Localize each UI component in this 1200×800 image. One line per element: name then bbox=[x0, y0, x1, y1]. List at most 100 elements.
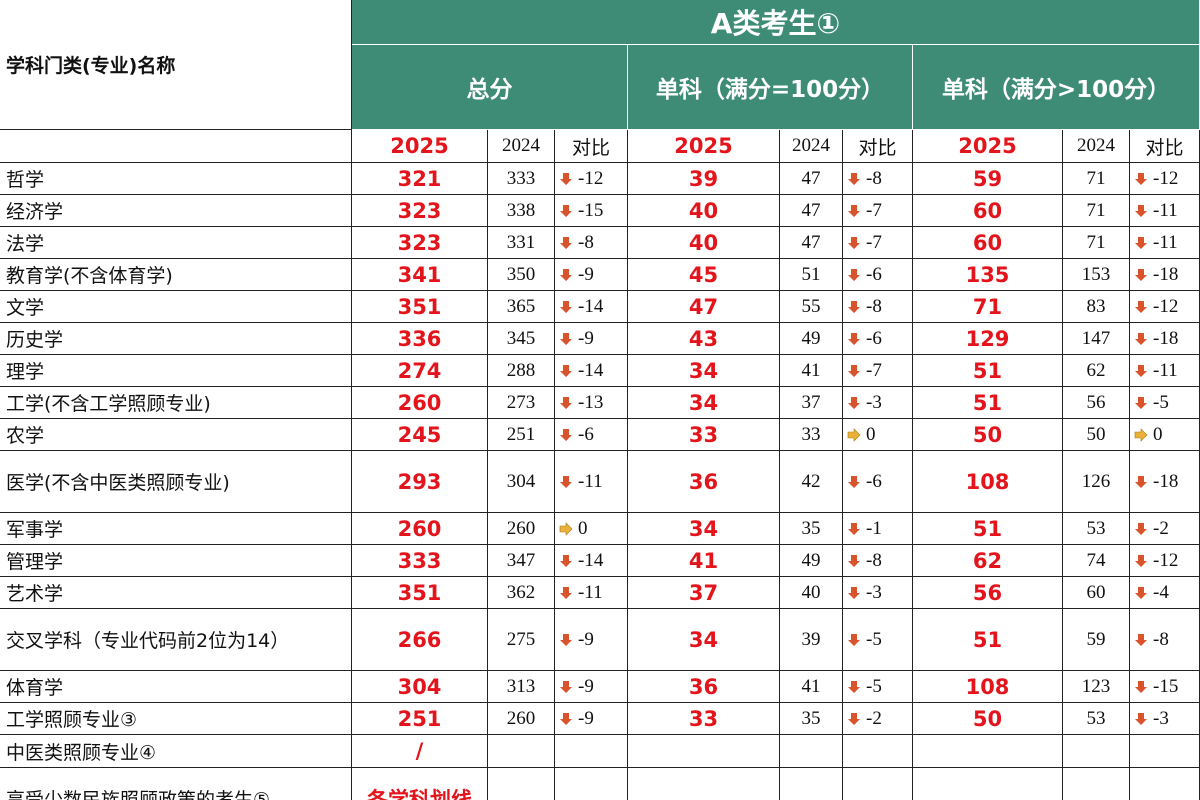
subject-name: 教育学(不含体育学) bbox=[0, 259, 352, 291]
score-change: -11 bbox=[1130, 227, 1200, 259]
score-2025: 36 bbox=[628, 671, 780, 703]
score-2025: 108 bbox=[913, 671, 1063, 703]
change-value: -11 bbox=[578, 470, 603, 492]
score-2025: 50 bbox=[913, 419, 1063, 451]
score-2024: 71 bbox=[1063, 163, 1130, 195]
empty-cell bbox=[1130, 768, 1200, 800]
change-value: -9 bbox=[578, 675, 594, 697]
change-value: -6 bbox=[866, 470, 882, 492]
score-2024: 71 bbox=[1063, 195, 1130, 227]
trend-arrow bbox=[560, 475, 572, 488]
score-2025: 51 bbox=[913, 355, 1063, 387]
score-2024: 33 bbox=[780, 419, 843, 451]
score-change: -14 bbox=[555, 355, 628, 387]
score-change: -2 bbox=[843, 703, 913, 735]
trend-arrow bbox=[560, 364, 572, 377]
change-value: -14 bbox=[578, 359, 604, 381]
score-change: -2 bbox=[1130, 513, 1200, 545]
score-2025: 33 bbox=[628, 419, 780, 451]
score-2024: 60 bbox=[1063, 577, 1130, 609]
score-2025: 266 bbox=[352, 609, 488, 671]
score-2025: 129 bbox=[913, 323, 1063, 355]
trend-arrow bbox=[848, 268, 860, 281]
trend-arrow bbox=[1135, 522, 1147, 535]
empty-cell bbox=[843, 735, 913, 768]
empty-cell bbox=[843, 768, 913, 800]
score-change: -3 bbox=[843, 577, 913, 609]
score-2025: 60 bbox=[913, 195, 1063, 227]
trend-arrow bbox=[1134, 427, 1148, 442]
score-2024: 40 bbox=[780, 577, 843, 609]
score-2025: 34 bbox=[628, 387, 780, 419]
trend-arrow bbox=[559, 521, 573, 536]
empty-cell bbox=[555, 768, 628, 800]
subject-name: 医学(不含中医类照顾专业) bbox=[0, 451, 352, 513]
change-value: -15 bbox=[1153, 675, 1179, 697]
trend-arrow bbox=[848, 300, 860, 313]
trend-arrow bbox=[1135, 204, 1147, 217]
score-change: -12 bbox=[1130, 545, 1200, 577]
score-2024: 47 bbox=[780, 195, 843, 227]
trend-arrow bbox=[848, 364, 860, 377]
subject-name: 体育学 bbox=[0, 671, 352, 703]
trend-arrow bbox=[560, 712, 572, 725]
score-change: -12 bbox=[555, 163, 628, 195]
score-2024: 39 bbox=[780, 609, 843, 671]
score-2024: 56 bbox=[1063, 387, 1130, 419]
score-2024: 362 bbox=[488, 577, 555, 609]
change-value: -9 bbox=[578, 628, 594, 650]
score-2024: 35 bbox=[780, 513, 843, 545]
score-2025: 341 bbox=[352, 259, 488, 291]
subject-name: 军事学 bbox=[0, 513, 352, 545]
change-value: -8 bbox=[866, 295, 882, 317]
subcolumn-header: 2024 bbox=[488, 130, 555, 163]
change-value: -11 bbox=[1153, 359, 1178, 381]
score-change: -9 bbox=[555, 671, 628, 703]
change-value: -18 bbox=[1153, 470, 1179, 492]
trend-arrow bbox=[1135, 396, 1147, 409]
score-2024: 350 bbox=[488, 259, 555, 291]
score-change: -15 bbox=[555, 195, 628, 227]
trend-arrow bbox=[1135, 268, 1147, 281]
score-2024: 51 bbox=[780, 259, 843, 291]
trend-arrow bbox=[560, 236, 572, 249]
score-change: -14 bbox=[555, 291, 628, 323]
score-2025: 251 bbox=[352, 703, 488, 735]
empty-cell bbox=[1063, 768, 1130, 800]
score-change: -7 bbox=[843, 355, 913, 387]
score-2025: 321 bbox=[352, 163, 488, 195]
score-change: -5 bbox=[1130, 387, 1200, 419]
score-2024: 338 bbox=[488, 195, 555, 227]
score-change: -8 bbox=[843, 545, 913, 577]
change-value: -2 bbox=[866, 707, 882, 729]
trend-arrow bbox=[560, 633, 572, 646]
trend-arrow bbox=[848, 236, 860, 249]
change-value: -1 bbox=[866, 517, 882, 539]
score-2024: 35 bbox=[780, 703, 843, 735]
subcolumn-header: 2025 bbox=[913, 130, 1063, 163]
score-change: -8 bbox=[1130, 609, 1200, 671]
score-change: -3 bbox=[1130, 703, 1200, 735]
score-change: -18 bbox=[1130, 323, 1200, 355]
score-2025: 323 bbox=[352, 227, 488, 259]
empty-cell bbox=[1063, 735, 1130, 768]
change-value: -18 bbox=[1153, 263, 1179, 285]
change-value: -3 bbox=[866, 581, 882, 603]
empty-cell bbox=[1130, 735, 1200, 768]
trend-arrow bbox=[560, 268, 572, 281]
score-2025: 59 bbox=[913, 163, 1063, 195]
trend-arrow bbox=[560, 680, 572, 693]
trend-arrow bbox=[1135, 633, 1147, 646]
trend-arrow bbox=[1135, 554, 1147, 567]
subcolumn-header: 2025 bbox=[628, 130, 780, 163]
change-value: -3 bbox=[866, 391, 882, 413]
score-2025: 51 bbox=[913, 387, 1063, 419]
empty-cell bbox=[488, 735, 555, 768]
change-value: -12 bbox=[578, 167, 604, 189]
change-value: -7 bbox=[866, 359, 882, 381]
score-change: -18 bbox=[1130, 451, 1200, 513]
score-2024: 333 bbox=[488, 163, 555, 195]
subject-name: 文学 bbox=[0, 291, 352, 323]
trend-arrow bbox=[560, 300, 572, 313]
change-value: -11 bbox=[1153, 199, 1178, 221]
